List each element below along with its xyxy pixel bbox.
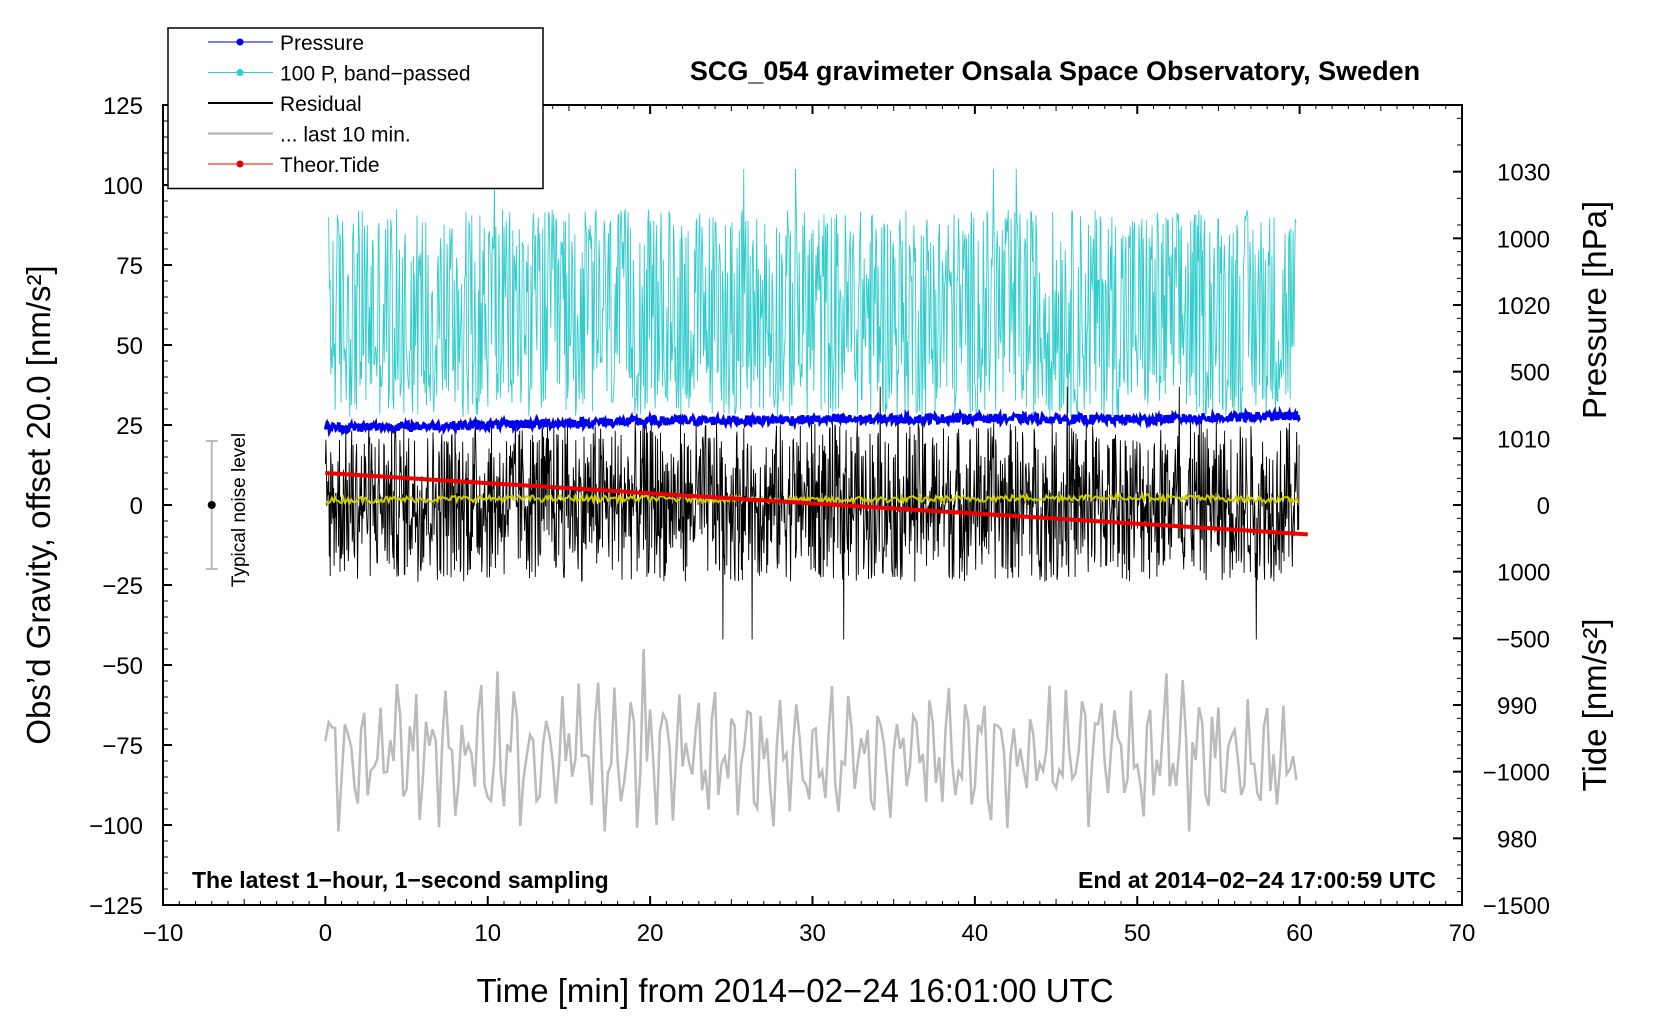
pressure-tick-label: 1010 bbox=[1497, 426, 1550, 453]
pressure-tick-label: 1000 bbox=[1497, 560, 1550, 587]
y-tick-label: 50 bbox=[116, 333, 143, 360]
x-tick-label: 70 bbox=[1449, 920, 1476, 947]
x-tick-label: −10 bbox=[143, 920, 184, 947]
legend-marker bbox=[236, 69, 244, 76]
tide-tick-label: 0 bbox=[1537, 493, 1550, 520]
tide-tick-label: 500 bbox=[1510, 360, 1550, 387]
chart-title: SCG_054 gravimeter Onsala Space Observat… bbox=[690, 56, 1420, 86]
x-tick-label: 40 bbox=[962, 920, 989, 947]
series-residual-smoothed bbox=[324, 491, 1299, 507]
tide-tick-label: −500 bbox=[1496, 626, 1550, 653]
bottom-left-note: The latest 1−hour, 1−second sampling bbox=[192, 867, 609, 893]
y-tick-label: 25 bbox=[116, 413, 143, 440]
legend-label: 100 P, band−passed bbox=[280, 63, 471, 86]
y-tick-label: −75 bbox=[102, 733, 143, 760]
x-tick-label: 20 bbox=[637, 920, 664, 947]
y-axis-label: Obs’d Gravity, offset 20.0 [nm/s²] bbox=[20, 265, 57, 744]
legend-label: Residual bbox=[280, 93, 362, 116]
x-axis-label: Time [min] from 2014−02−24 16:01:00 UTC bbox=[476, 972, 1113, 1009]
y-tick-label: −50 bbox=[102, 653, 143, 680]
pressure-tick-label: 1020 bbox=[1497, 293, 1550, 320]
x-tick-label: 50 bbox=[1124, 920, 1151, 947]
legend-label: Theor.Tide bbox=[280, 154, 380, 177]
pressure-tick-label: 1030 bbox=[1497, 160, 1550, 187]
pressure-tick-label: 990 bbox=[1497, 693, 1537, 720]
x-tick-label: 0 bbox=[319, 920, 332, 947]
x-tick-label: 30 bbox=[799, 920, 826, 947]
legend-marker bbox=[236, 38, 244, 46]
y-tick-label: 125 bbox=[103, 93, 143, 120]
noise-center-dot bbox=[207, 501, 216, 509]
tide-tick-label: 1000 bbox=[1497, 226, 1550, 253]
pressure-axis-label: Pressure [hPa] bbox=[1576, 201, 1613, 419]
noise-indicator bbox=[205, 440, 218, 570]
series-pressure bbox=[323, 405, 1301, 438]
series-theoretical-tide bbox=[325, 471, 1308, 537]
bottom-right-note: End at 2014−02−24 17:00:59 UTC bbox=[1078, 867, 1436, 893]
data-series bbox=[323, 168, 1308, 832]
noise-level-label: Typical noise level bbox=[229, 433, 250, 587]
series-residual bbox=[324, 386, 1300, 640]
legend: Pressure 100 P, band−passed Residual ... la… bbox=[167, 27, 544, 190]
legend-label: Pressure bbox=[280, 32, 364, 55]
tide-axis-label: Tide [nm/s²] bbox=[1576, 619, 1613, 792]
x-tick-label: 60 bbox=[1286, 920, 1313, 947]
y-tick-label: −100 bbox=[89, 813, 143, 840]
series-band-passed-pressure bbox=[328, 168, 1297, 418]
x-tick-label: 10 bbox=[474, 920, 501, 947]
tide-tick-label: −1500 bbox=[1483, 893, 1550, 920]
series-last-10-min bbox=[324, 648, 1298, 832]
y-tick-label: −25 bbox=[102, 573, 143, 600]
y-tick-label: 75 bbox=[116, 253, 143, 280]
legend-box bbox=[167, 27, 544, 190]
y-tick-label: 100 bbox=[103, 173, 143, 200]
axis-ticks: −10 0 10 20 30 40 50 60 701251007550250−25−50−75… bbox=[89, 93, 1550, 947]
pressure-tick-label: 980 bbox=[1497, 826, 1537, 853]
y-tick-label: −125 bbox=[89, 893, 143, 920]
tide-tick-label: −1000 bbox=[1483, 760, 1550, 787]
legend-label: ... last 10 min. bbox=[280, 124, 411, 147]
y-tick-label: 0 bbox=[130, 493, 143, 520]
legend-marker bbox=[236, 160, 244, 168]
